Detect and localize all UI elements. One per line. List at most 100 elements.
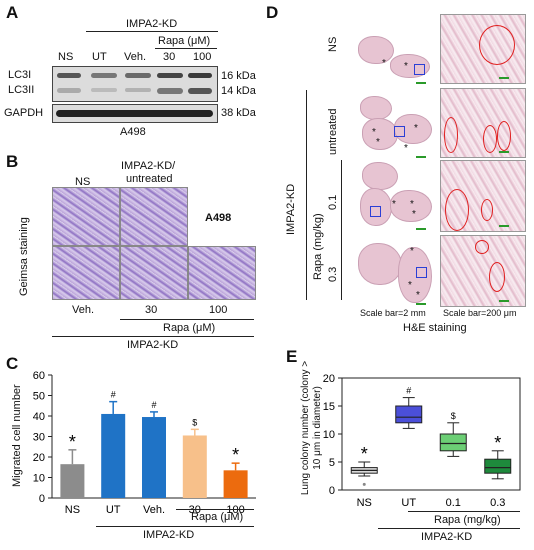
micrograph-veh xyxy=(52,246,120,300)
e-y-tick-label: 0 xyxy=(329,485,335,497)
c-x-tick-label: Veh. xyxy=(143,504,165,516)
panel-a-group-line xyxy=(86,31,218,32)
c-significance-mark: # xyxy=(111,390,116,400)
e-box xyxy=(484,458,512,474)
panel-a-lane-ut: UT xyxy=(92,51,107,63)
panel-a-group-label: IMPA2-KD xyxy=(126,18,178,30)
gapdh-blot xyxy=(52,104,218,123)
panel-b-col-100: 100 xyxy=(209,304,228,316)
e-y-tick-label: 5 xyxy=(329,457,335,469)
panel-a-rapa-label: Rapa (μM) xyxy=(158,35,211,47)
c-y-tick-label: 30 xyxy=(33,432,45,444)
panel-e-group-line xyxy=(378,528,520,529)
panel-b-row-label: Geimsa staining xyxy=(18,217,30,296)
magnified-untreated xyxy=(440,88,526,158)
e-x-tick-label: 0.1 xyxy=(446,497,461,509)
c-x-tick-label: 30 xyxy=(189,504,201,516)
c-significance-mark: * xyxy=(232,445,239,465)
kda-38: 38 kDa xyxy=(221,107,256,119)
panel-b-col-untreated: untreated xyxy=(126,173,173,185)
panel-b-col-ns: NS xyxy=(75,176,91,188)
e-y-tick-label: 15 xyxy=(323,401,335,413)
e-y-tick-label: 20 xyxy=(323,373,335,385)
e-significance-mark: # xyxy=(406,386,411,396)
panel-c-ylabel: Migrated cell number xyxy=(11,384,23,487)
panel-b-col-kd: IMPA2-KD/ xyxy=(121,160,176,172)
e-x-tick-label: 0.3 xyxy=(490,497,505,509)
c-y-tick-label: 0 xyxy=(39,493,45,505)
band-label-gapdh: GAPDH xyxy=(4,107,44,119)
lung-section-ns: * * xyxy=(354,14,434,84)
lc3-blot xyxy=(52,66,218,102)
panel-c-letter: C xyxy=(6,354,19,373)
magnified-ns xyxy=(440,14,526,84)
panel-a-letter: A xyxy=(6,3,19,22)
panel-a-lane-veh: Veh. xyxy=(124,51,147,63)
panel-b-cell-line: A498 xyxy=(205,212,232,224)
c-significance-mark: # xyxy=(151,400,156,410)
e-y-tick-label: 10 xyxy=(323,429,335,441)
magnified-0-3 xyxy=(440,235,526,307)
migration-bar-chart: 0 10 20 30 40 50 60 * NS # UT # Veh. $30 * 100 xyxy=(33,370,256,516)
lung-section-0-1: * * * xyxy=(354,160,434,232)
panel-e-rapa-label: Rapa (mg/kg) xyxy=(434,514,501,526)
e-x-tick-label: NS xyxy=(357,497,372,509)
micrograph-30 xyxy=(120,246,188,300)
panel-d-stain-label: H&E staining xyxy=(403,322,467,334)
row-label-0-3: 0.3 xyxy=(327,266,339,282)
panel-e-letter: E xyxy=(286,347,298,366)
panel-c-rapa-label: Rapa (μM) xyxy=(191,511,244,523)
panel-d-group-line xyxy=(306,90,307,300)
c-bar xyxy=(182,435,207,498)
c-y-tick-label: 40 xyxy=(33,411,45,423)
panel-c-group-line xyxy=(96,526,254,527)
panel-d-letter: D xyxy=(266,3,279,22)
c-significance-mark: $ xyxy=(192,417,197,427)
c-bar xyxy=(142,417,166,498)
row-label-untreated: untreated xyxy=(327,108,339,155)
panel-c-rapa-line xyxy=(176,509,254,510)
c-y-tick-label: 20 xyxy=(33,452,45,464)
micrograph-ns xyxy=(52,187,120,246)
panel-b-group-label: IMPA2-KD xyxy=(127,339,179,351)
e-significance-mark: * xyxy=(494,433,501,453)
magnified-0-1 xyxy=(440,160,526,232)
micrograph-untreated xyxy=(120,187,188,246)
e-box xyxy=(395,405,423,424)
scale-bar-left: Scale bar=2 mm xyxy=(360,308,426,318)
panel-e-ylabel: Lung colony number (colony > 10 μm in di… xyxy=(300,360,323,496)
e-box xyxy=(439,433,467,452)
c-bar xyxy=(101,413,126,498)
row-label-0-1: 0.1 xyxy=(327,194,339,210)
panel-d-group-label: IMPA2-KD xyxy=(285,183,297,235)
c-bar xyxy=(60,464,85,498)
panel-e-rapa-line xyxy=(408,511,520,512)
panel-b-rapa-line xyxy=(120,319,254,320)
panel-b-col-30: 30 xyxy=(145,304,158,316)
panel-b-rapa-label: Rapa (μM) xyxy=(163,322,216,334)
c-x-tick-label: NS xyxy=(65,504,80,516)
panel-d-rapa-line xyxy=(341,160,342,300)
c-bar xyxy=(223,470,248,498)
micrograph-100 xyxy=(188,246,256,300)
panel-a-cell-line: A498 xyxy=(120,126,146,138)
band-label-lc3ii: LC3II xyxy=(8,84,35,96)
panel-b-letter: B xyxy=(6,152,19,171)
panel-a-lane-30: 30 xyxy=(163,51,176,63)
e-significance-mark: * xyxy=(361,444,368,464)
c-y-tick-label: 60 xyxy=(33,370,45,382)
c-significance-mark: * xyxy=(69,432,76,452)
band-label-lc3i: LC3I xyxy=(8,69,32,81)
panel-a-lane-100: 100 xyxy=(193,51,212,63)
panel-e-group-label: IMPA2-KD xyxy=(421,531,473,543)
c-x-tick-label: UT xyxy=(106,504,121,516)
panel-b-group-line xyxy=(52,336,254,337)
c-x-tick-label: 100 xyxy=(226,504,244,516)
panel-b-col-veh: Veh. xyxy=(72,304,95,316)
kda-16: 16 kDa xyxy=(221,70,256,82)
e-x-tick-label: UT xyxy=(401,497,416,509)
c-y-tick-label: 10 xyxy=(33,473,45,485)
colony-box-plot: 0 5 10 15 20 * NS # UT $0.1 * 0.3 xyxy=(323,373,521,509)
panel-d-rapa-label: Rapa (mg/kg) xyxy=(312,213,324,280)
panel-c-group-label: IMPA2-KD xyxy=(143,529,195,541)
